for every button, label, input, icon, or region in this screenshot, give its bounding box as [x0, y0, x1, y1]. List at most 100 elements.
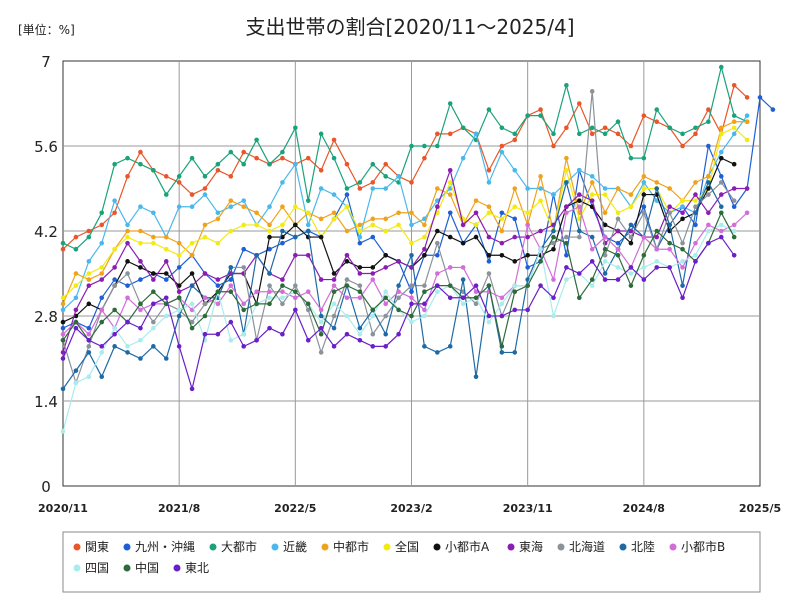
data-point — [60, 350, 66, 355]
data-point — [641, 234, 647, 240]
data-point — [176, 344, 182, 349]
data-point — [60, 429, 66, 434]
data-point — [267, 234, 272, 240]
data-point — [564, 204, 569, 210]
data-point — [538, 174, 543, 179]
data-point — [383, 186, 388, 191]
data-point — [615, 210, 621, 216]
data-point — [138, 301, 143, 307]
data-point — [254, 301, 259, 307]
data-point — [654, 265, 660, 270]
data-point — [654, 186, 660, 191]
data-point — [731, 252, 737, 258]
data-point — [73, 295, 79, 301]
data-point — [60, 331, 66, 337]
data-point — [706, 222, 711, 228]
x-tick-label: 2025/5 — [739, 502, 781, 515]
data-point — [60, 386, 66, 392]
data-point — [512, 186, 518, 191]
x-tick-label: 2021/8 — [158, 502, 200, 515]
data-point — [228, 198, 234, 203]
data-point — [422, 246, 427, 252]
data-point — [409, 240, 414, 246]
data-point — [409, 210, 414, 216]
data-point — [215, 167, 221, 173]
data-point — [280, 228, 285, 234]
data-point — [138, 161, 143, 167]
data-point — [280, 180, 285, 185]
data-point — [318, 234, 324, 240]
data-point — [628, 192, 634, 197]
data-point — [215, 331, 221, 337]
data-point — [228, 289, 234, 295]
legend-label: 小都市A — [445, 539, 490, 554]
data-point — [73, 325, 79, 331]
data-point — [447, 295, 453, 301]
data-point — [551, 143, 556, 149]
data-point — [176, 180, 182, 185]
data-point — [215, 283, 221, 288]
data-point — [718, 210, 724, 216]
data-point — [499, 252, 505, 258]
data-point — [357, 265, 363, 270]
data-point — [512, 350, 518, 355]
data-point — [706, 180, 711, 185]
data-point — [176, 265, 182, 270]
data-point — [564, 167, 569, 173]
data-point — [357, 180, 363, 185]
data-point — [641, 210, 647, 216]
data-point — [409, 319, 414, 325]
data-point — [241, 204, 247, 210]
series-東北 — [60, 234, 737, 392]
data-point — [318, 325, 324, 331]
data-point — [293, 295, 298, 301]
data-point — [331, 344, 337, 349]
data-point — [163, 234, 169, 240]
data-point — [602, 252, 608, 258]
data-point — [589, 174, 595, 179]
data-point — [125, 344, 130, 349]
data-point — [396, 307, 401, 313]
data-point — [138, 204, 143, 210]
data-point — [86, 283, 92, 288]
data-point — [176, 307, 182, 313]
data-point — [125, 240, 130, 246]
data-point — [409, 283, 414, 288]
data-point — [564, 155, 569, 161]
data-point — [163, 271, 169, 276]
data-point — [512, 283, 518, 288]
data-point — [99, 265, 105, 270]
data-point — [176, 252, 182, 258]
data-point — [357, 234, 363, 240]
data-point — [215, 210, 221, 216]
data-point — [254, 252, 259, 258]
data-point — [512, 216, 518, 222]
data-point — [706, 143, 711, 149]
data-point — [293, 234, 298, 240]
data-point — [499, 216, 505, 222]
data-point — [60, 240, 66, 246]
data-point — [576, 234, 582, 240]
data-point — [305, 210, 311, 216]
data-point — [654, 180, 660, 185]
data-point — [473, 131, 479, 137]
legend-label: 九州・沖縄 — [135, 539, 195, 554]
data-point — [241, 265, 247, 270]
y-axis-ticks: 0 1.4 2.8 4.2 5.6 7 — [34, 53, 58, 496]
data-point — [641, 277, 647, 282]
data-point — [125, 222, 130, 228]
data-point — [693, 204, 698, 210]
x-axis-ticks: 2020/11 2021/8 2022/5 2023/2 2023/11 2024/8 20… — [38, 502, 781, 515]
data-point — [228, 265, 234, 270]
data-point — [99, 240, 105, 246]
data-point — [693, 259, 698, 264]
data-point — [228, 204, 234, 210]
data-point — [706, 210, 711, 216]
data-point — [267, 289, 272, 295]
data-point — [73, 380, 79, 386]
data-point — [525, 210, 530, 216]
data-point — [344, 228, 350, 234]
data-point — [680, 198, 685, 203]
data-point — [138, 228, 143, 234]
data-point — [176, 295, 182, 301]
